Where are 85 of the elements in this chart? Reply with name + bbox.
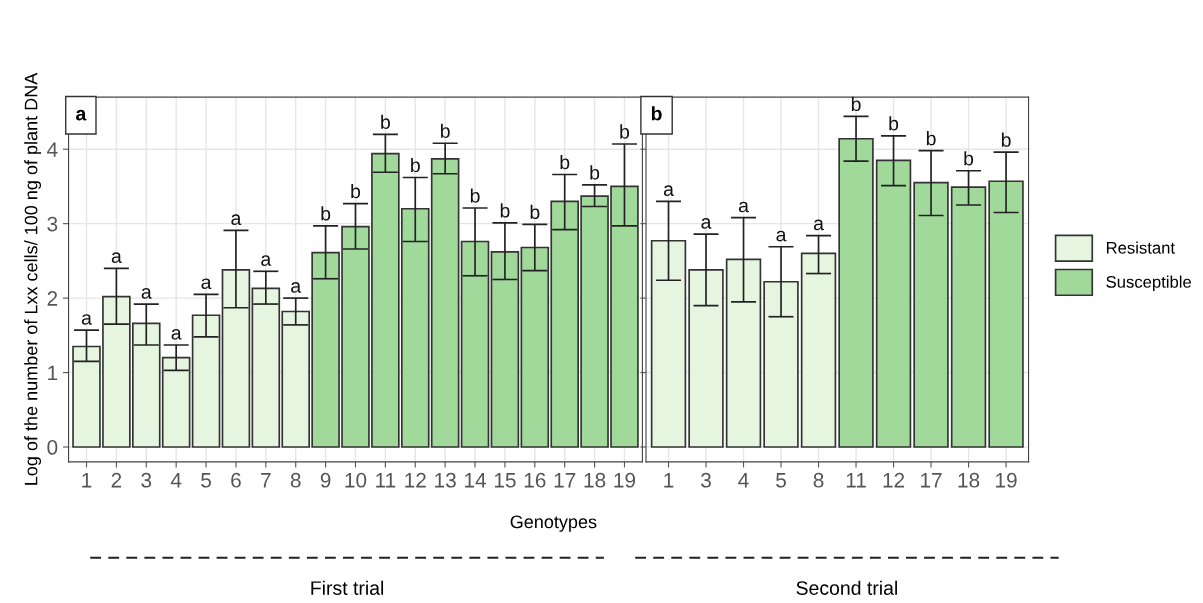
x-tick-label: 19 [614, 472, 636, 488]
y-tick-label: 2 [47, 291, 58, 306]
y-tick-label: 1 [48, 365, 58, 381]
x-tick-label: 11 [376, 473, 396, 488]
data-label: b [926, 131, 936, 146]
data-label: a [663, 185, 674, 196]
bar [838, 137, 874, 448]
bar [650, 239, 687, 448]
x-tick-label: 15 [494, 473, 516, 488]
x-tick-label: 3 [141, 472, 152, 488]
data-label: a [111, 252, 122, 263]
bar [725, 258, 762, 448]
data-label: b [470, 188, 480, 203]
x-tick-label: 8 [813, 472, 824, 488]
x-tick-label: 18 [584, 472, 606, 488]
x-tick-label: 1 [82, 473, 92, 488]
data-label: b [590, 165, 600, 180]
x-tick-label: 4 [738, 473, 749, 488]
y-tick-label: 4 [47, 142, 58, 157]
y-tick-label: 0 [47, 440, 58, 455]
data-label: a [261, 255, 272, 266]
data-label: a [171, 329, 182, 340]
annotation: b [651, 106, 662, 121]
data-label: a [701, 218, 712, 229]
data-label: a [291, 282, 302, 293]
bar [221, 268, 251, 448]
data-label: b [889, 116, 899, 131]
annotation: a [76, 109, 87, 121]
x-tick-label: 18 [958, 472, 980, 488]
x-tick-label: 7 [261, 473, 271, 488]
data-label: b [560, 154, 570, 170]
data-label: a [813, 219, 824, 231]
x-tick-label: 5 [201, 473, 211, 488]
x-tick-label: 6 [231, 472, 241, 488]
x-tick-label: 11 [846, 473, 866, 488]
bar [460, 240, 490, 448]
y-axis-title: Log of the number of Lxx cells/ 100 ng of plant DNA [24, 72, 42, 485]
data-label: a [141, 288, 152, 299]
x-tick-label: 17 [921, 473, 942, 488]
data-label: b [500, 203, 510, 218]
data-label: a [776, 230, 787, 242]
data-label: b [964, 151, 974, 166]
x-tick-label: 13 [435, 472, 456, 488]
x-tick-label: 10 [345, 472, 367, 488]
data-label: b [620, 124, 630, 139]
bar [800, 252, 837, 448]
x-tick-label: 4 [170, 473, 182, 488]
x-tick-label: 12 [405, 472, 426, 488]
x-tick-label: 12 [883, 472, 905, 488]
legend-label: Resistant [1106, 241, 1175, 254]
x-tick-label: 14 [465, 473, 487, 488]
data-label: b [1001, 132, 1011, 147]
text: First trial [311, 580, 384, 595]
x-tick-label: 17 [554, 473, 576, 488]
bar [490, 251, 520, 448]
bar [191, 314, 221, 448]
x-tick-label: 5 [776, 473, 786, 488]
x-tick-label: 16 [524, 472, 546, 488]
text: Second trial [796, 580, 897, 595]
x-tick-label: 8 [290, 472, 301, 488]
data-label: a [231, 214, 242, 226]
data-label: b [321, 206, 331, 221]
legend-label: Susceptible [1106, 275, 1192, 292]
bar [875, 159, 912, 448]
data-label: b [351, 183, 361, 199]
data-label: b [441, 123, 450, 138]
x-tick-label: 3 [701, 472, 711, 488]
x-tick-label: 19 [996, 472, 1017, 488]
data-label: a [81, 314, 92, 325]
data-label: b [851, 96, 861, 112]
bar [913, 181, 949, 448]
bar [763, 280, 799, 448]
data-label: b [530, 204, 540, 220]
x-axis-title: Genotypes [510, 515, 597, 532]
x-tick-label: 9 [320, 472, 331, 488]
bar [950, 186, 987, 448]
data-label: b [381, 114, 390, 129]
bar [688, 268, 724, 448]
data-label: a [201, 278, 212, 290]
bar [988, 180, 1024, 448]
data-label: a [738, 201, 749, 213]
data-label: b [411, 157, 420, 173]
x-tick-label: 1 [664, 473, 674, 488]
x-tick-label: 2 [111, 472, 122, 488]
y-tick-label: 3 [47, 216, 58, 232]
